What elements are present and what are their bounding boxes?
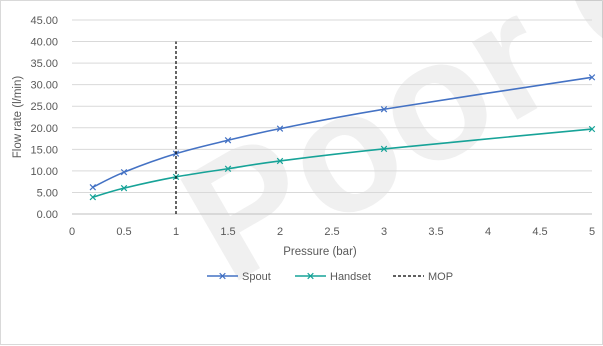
x-tick-label: 0	[69, 226, 75, 238]
y-tick-label: 40.00	[30, 37, 58, 49]
x-tick-label: 0.5	[116, 226, 131, 238]
y-tick-label: 10.00	[30, 166, 58, 178]
series-spout-point	[89, 184, 97, 191]
x-tick-label: 1	[173, 226, 179, 238]
legend-label-spout: Spout	[242, 271, 271, 283]
legend-label-handset: Handset	[330, 271, 371, 283]
x-tick-label: 2.5	[324, 226, 339, 238]
legend-marker-spout	[219, 272, 226, 280]
y-tick-label: 20.00	[30, 123, 58, 135]
y-tick-label: 15.00	[30, 144, 58, 156]
series-spout-point	[224, 137, 232, 144]
series-handset-point	[276, 157, 284, 165]
x-tick-label: 1.5	[220, 226, 235, 238]
series-spout-point	[120, 168, 128, 176]
series-spout-point	[588, 74, 596, 81]
x-tick-label: 3	[381, 226, 387, 238]
y-tick-label: 0.00	[37, 209, 58, 221]
series-spout-point	[276, 125, 284, 132]
y-tick-label: 45.00	[30, 15, 58, 27]
series-spout-point	[380, 106, 388, 113]
y-tick-label: 35.00	[30, 58, 58, 70]
x-tick-label: 5	[589, 226, 595, 238]
series-handset-point	[120, 184, 128, 192]
series-spout-line	[92, 76, 593, 188]
series-handset-point	[224, 165, 232, 172]
x-tick-label: 2	[277, 226, 283, 238]
y-axis-title: Flow rate (l/min)	[12, 76, 24, 159]
x-axis-title: Pressure (bar)	[283, 246, 357, 258]
legend-label-mop: MOP	[428, 271, 453, 283]
series-handset-line	[92, 128, 593, 198]
series-handset-point	[89, 193, 97, 201]
x-tick-label: 4.5	[532, 226, 547, 238]
y-tick-label: 5.00	[37, 187, 58, 199]
legend-marker-handset	[307, 272, 314, 280]
series-handset-point	[588, 125, 596, 133]
x-tick-label: 3.5	[428, 226, 443, 238]
y-tick-label: 30.00	[30, 80, 58, 92]
series-handset-point	[380, 145, 388, 153]
x-tick-label: 4	[485, 226, 491, 238]
y-tick-label: 25.00	[30, 101, 58, 113]
